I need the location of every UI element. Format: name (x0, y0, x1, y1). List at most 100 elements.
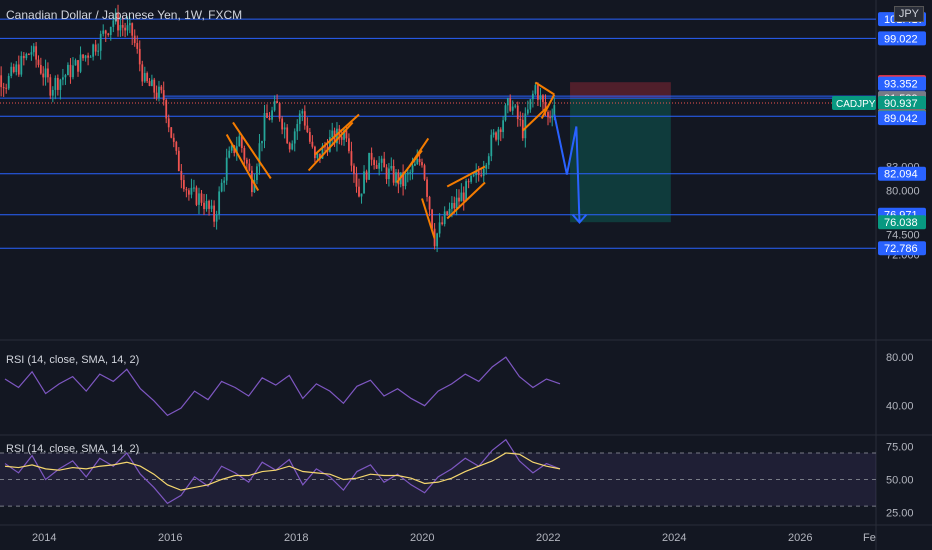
candle (336, 128, 338, 144)
candle (165, 100, 168, 119)
candle (506, 98, 509, 106)
candle (485, 164, 488, 169)
candle (251, 170, 253, 193)
pattern-trendline (522, 105, 549, 132)
candle (345, 130, 348, 139)
candle (301, 111, 304, 114)
rsi-pane-1-title[interactable]: RSI (14, close, SMA, 14, 2) (6, 354, 140, 366)
pattern-trendline (225, 134, 260, 191)
candle (208, 200, 210, 209)
candle (281, 118, 284, 130)
candle (482, 168, 485, 176)
candle (228, 150, 231, 158)
pattern-trendline (534, 81, 555, 96)
candle (42, 73, 45, 78)
candle (162, 90, 165, 101)
rsi-1-y-tick: 80.00 (886, 352, 914, 364)
candle (298, 113, 301, 125)
candle (215, 214, 218, 222)
candle (276, 101, 278, 104)
candle (155, 92, 158, 98)
candle (87, 55, 89, 58)
candle (268, 117, 271, 120)
candle (160, 86, 163, 91)
candle (203, 202, 205, 210)
x-tick-label: 2024 (662, 532, 686, 544)
candle (360, 193, 363, 197)
candle (411, 165, 414, 173)
pattern-trendline (446, 181, 486, 220)
candle (492, 132, 495, 135)
candle (306, 125, 309, 133)
candle (148, 81, 151, 86)
candle (385, 167, 388, 180)
y-tick-label: 80.000 (886, 185, 920, 197)
candle (350, 151, 353, 166)
candle (502, 120, 505, 133)
candle (102, 30, 105, 34)
price-tag: 76.038 (878, 215, 926, 230)
candle (395, 172, 397, 183)
candle (353, 165, 355, 174)
price-tag-label: 76.038 (884, 217, 918, 229)
candle (516, 105, 519, 120)
pattern-trendline (314, 113, 360, 156)
candle (30, 52, 33, 55)
candle (370, 152, 373, 160)
candle (190, 187, 193, 195)
candle (288, 143, 291, 150)
candle (136, 43, 139, 49)
candle (331, 130, 334, 138)
candle (431, 209, 433, 229)
candle (258, 143, 261, 167)
rsi-2-y-tick: 25.00 (886, 508, 914, 520)
price-tag-label: 89.042 (884, 113, 918, 125)
price-tag-label: 99.022 (884, 33, 918, 45)
candle (22, 55, 25, 59)
candle (128, 23, 131, 26)
candle (37, 59, 40, 65)
candle (495, 132, 497, 140)
candle (549, 117, 551, 119)
candle (180, 171, 183, 181)
currency-badge[interactable]: JPY (893, 6, 924, 22)
x-tick-label: Fe (863, 532, 876, 544)
candle (514, 105, 517, 107)
candle (529, 99, 532, 110)
candle (328, 137, 331, 152)
candle (74, 60, 77, 66)
candle (438, 222, 441, 234)
candle (200, 193, 203, 203)
y-tick-label: 74.500 (886, 229, 920, 241)
candle (109, 26, 112, 35)
candle (153, 79, 156, 93)
rsi-1-y-tick: 40.00 (886, 401, 914, 413)
candle (243, 148, 246, 160)
price-tag-label: 93.352 (884, 79, 918, 91)
candle (451, 202, 453, 209)
candle (12, 66, 15, 72)
candle (534, 85, 537, 94)
candle (321, 146, 324, 159)
rsi-2-ma-line (4, 452, 561, 491)
candle (388, 168, 390, 180)
candle (213, 205, 215, 222)
candle (547, 111, 549, 118)
candle (198, 193, 200, 205)
candle (375, 165, 378, 169)
candle (441, 222, 444, 225)
candle (392, 166, 395, 183)
candle (446, 211, 449, 215)
stop-loss-zone (570, 82, 671, 99)
rsi-pane-2-title[interactable]: RSI (14, close, SMA, 14, 2) (6, 443, 140, 455)
candle (480, 175, 483, 177)
rsi-2-y-tick: 50.00 (886, 475, 914, 487)
price-tag-label: 90.937 (884, 98, 918, 110)
pattern-trendline (232, 121, 272, 180)
pattern-trendline (540, 94, 556, 119)
candle (355, 173, 358, 187)
x-tick-label: 2026 (788, 532, 812, 544)
candle (421, 162, 423, 166)
take-profit-zone (570, 98, 671, 223)
